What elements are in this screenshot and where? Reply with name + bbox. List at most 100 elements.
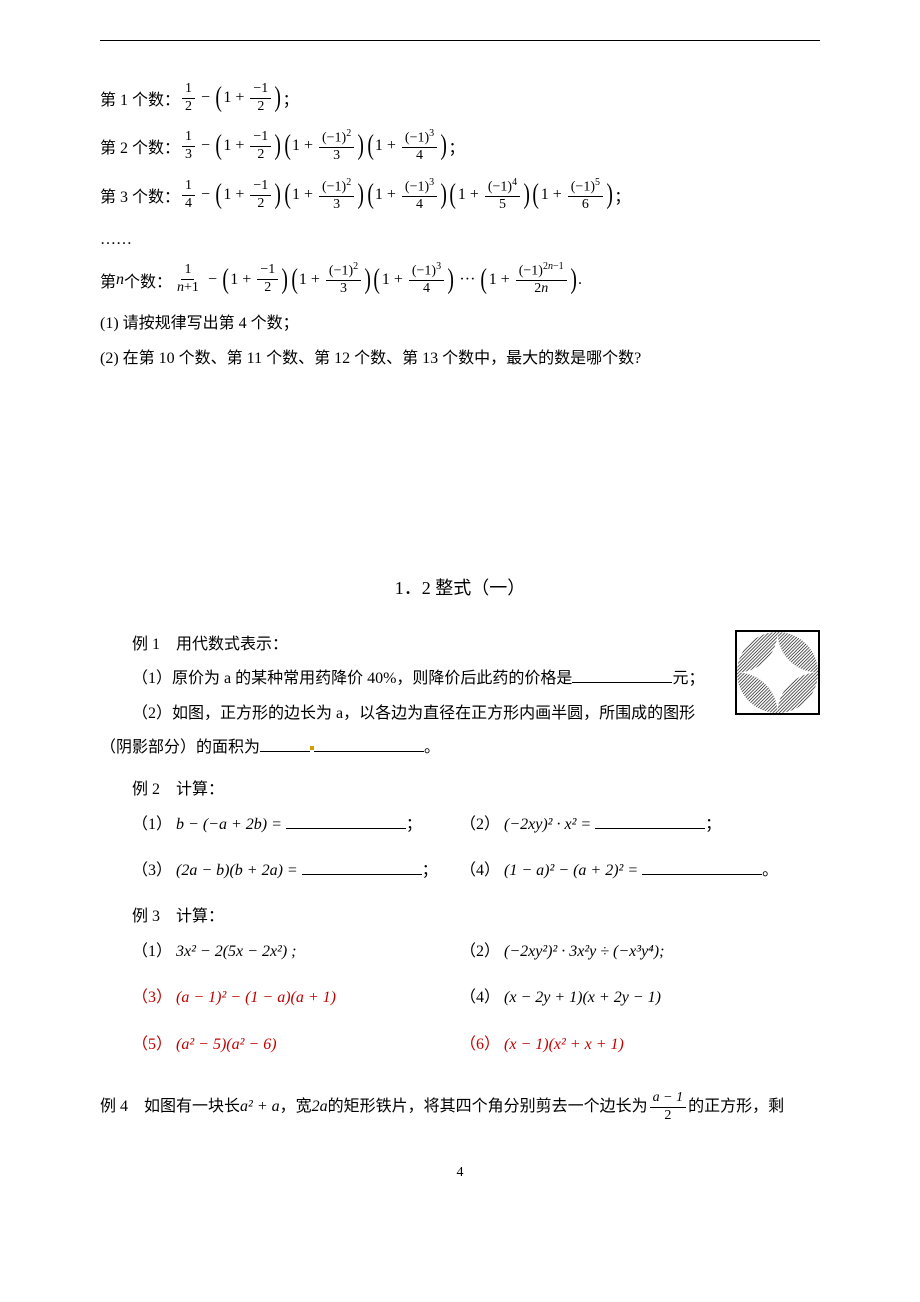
ex2-1-math: b − (−a + 2b) =	[176, 816, 282, 833]
paren-l: (	[481, 264, 488, 296]
ex1-p1-text: （1）原价为 a 的某种常用药降价 40%，则降价后此药的价格是	[132, 670, 572, 687]
ex3-row1: （1） 3x² − 2(5x − 2x²) ; （2） (−2xy²)² · 3…	[100, 937, 820, 967]
frac: (−1)23	[319, 177, 354, 214]
ex3-label: 例 3 计算：	[100, 902, 820, 932]
ex2-4-math: (1 − a)² − (a + 2)² =	[504, 862, 638, 879]
paren-r: )	[570, 264, 577, 296]
ex3-4-num: （4）	[460, 989, 500, 1006]
ex4: 例 4 如图有一块长 a² + a ，宽 2a 的矩形铁片，将其四个角分别剪去一…	[100, 1090, 820, 1125]
frac: (−1)23	[319, 128, 354, 165]
ex3-1-math: 3x² − 2(5x − 2x²) ;	[176, 943, 296, 960]
ex2-3-math: (2a − b)(b + 2a) =	[176, 862, 298, 879]
ex2-item2: （2） (−2xy)² · x² = ；	[460, 810, 820, 840]
paren-l: (	[291, 264, 298, 296]
frac: −12	[257, 262, 278, 297]
one-plus: 1 +	[223, 89, 248, 107]
t: 1 +	[382, 271, 407, 289]
paren-r: )	[365, 264, 372, 296]
ex2-row2: （3） (2a − b)(b + 2a) = ； （4） (1 − a)² − …	[100, 856, 820, 886]
paren-r: )	[275, 82, 282, 114]
paren-l: (	[367, 130, 374, 162]
seq-item-2: 第 2 个数： 13 − (1 + −12 ) (1 + (−1)23 ) (1…	[100, 128, 820, 165]
semicolon: ；	[448, 134, 464, 158]
t: 1 +	[299, 271, 324, 289]
frac-1-2: 12	[182, 81, 195, 116]
ex2-item4: （4） (1 − a)² − (a + 2)² = 。	[460, 856, 820, 886]
frac: −12	[250, 81, 271, 116]
ex1-p1-suffix: 元；	[672, 670, 704, 687]
section-title: 1．2 整式（一）	[100, 574, 820, 600]
paren-l: (	[284, 179, 291, 211]
t: 1 +	[223, 137, 248, 155]
question-1: (1) 请按规律写出第 4 个数；	[100, 310, 820, 339]
ex2-label: 例 2 计算：	[100, 775, 820, 805]
paren-r: )	[447, 264, 454, 296]
ex3-item6: （6） (x − 1)(x² + x + 1)	[460, 1030, 820, 1060]
paren-l: (	[284, 130, 291, 162]
ex2-1-suffix: ；	[406, 816, 422, 833]
seq-item-3: 第 3 个数： 14 − (1 + −12 ) (1 + (−1)23 ) (1…	[100, 177, 820, 214]
question-2: (2) 在第 10 个数、第 11 个数、第 12 个数、第 13 个数中，最大…	[100, 345, 820, 374]
ex3-3-math: (a − 1)² − (1 − a)(a + 1)	[176, 989, 336, 1006]
paren-l: (	[215, 82, 222, 114]
frac: (−1)34	[402, 177, 437, 214]
t: 1 +	[458, 186, 483, 204]
seq-n-label-b: 个数：	[124, 268, 172, 292]
seq-item-n: 第 n 个数： 1n+1 − (1 + −12 ) (1 + (−1)23 ) …	[100, 261, 820, 298]
ex2-item3: （3） (2a − b)(b + 2a) = ；	[100, 856, 460, 886]
frac: (−1)45	[485, 177, 520, 214]
blank	[286, 811, 406, 829]
paren-l: (	[367, 179, 374, 211]
ex3-item1: （1） 3x² − 2(5x − 2x²) ;	[100, 937, 460, 967]
minus: −	[197, 89, 214, 107]
ex4-m1: a² + a	[240, 1092, 280, 1122]
frac: −12	[250, 178, 271, 213]
ex4-d: 的正方形，剩	[688, 1092, 784, 1122]
ex3-item3: （3） (a − 1)² − (1 − a)(a + 1)	[100, 983, 460, 1013]
ex3-item5: （5） (a² − 5)(a² − 6)	[100, 1030, 460, 1060]
seq-2-label: 第 2 个数：	[100, 134, 180, 158]
ex2-1-num: （1）	[132, 816, 172, 833]
ex2-2-suffix: ；	[705, 816, 721, 833]
ex2-item1: （1） b − (−a + 2b) = ；	[100, 810, 460, 840]
paren-r: )	[275, 179, 282, 211]
blank	[260, 734, 310, 752]
ex3-3-num: （3）	[132, 989, 172, 1006]
frac: −12	[250, 129, 271, 164]
seq-n-var: n	[116, 271, 124, 289]
ex4-a: 例 4 如图有一块长	[100, 1092, 240, 1122]
frac: (−1)2n−12n	[516, 261, 567, 298]
paren-r: )	[358, 179, 365, 211]
ex4-frac-den: 2	[661, 1108, 674, 1125]
ex3-item2: （2） (−2xy²)² · 3x²y ÷ (−x³y⁴);	[460, 937, 820, 967]
paren-r: )	[441, 130, 448, 162]
minus: −	[197, 186, 214, 204]
seq-item-1: 第 1 个数： 12 − ( 1 + −12 ) ；	[100, 81, 820, 116]
ex3-5-math: (a² − 5)(a² − 6)	[176, 1036, 277, 1053]
ex1-p3-text: （阴影部分）的面积为	[100, 739, 260, 756]
paren-l: (	[215, 130, 222, 162]
dots-line: ……	[100, 226, 820, 255]
minus: −	[197, 137, 214, 155]
t: 1 +	[541, 186, 566, 204]
cdots: ···	[455, 271, 479, 289]
blank	[572, 666, 672, 684]
frac: (−1)23	[326, 261, 361, 298]
ex4-frac-num: a − 1	[650, 1090, 686, 1108]
paren-l: (	[533, 179, 540, 211]
ex1-part3: （阴影部分）的面积为。	[100, 733, 820, 763]
paren-l: (	[215, 179, 222, 211]
frac: (−1)34	[402, 128, 437, 165]
t: 1 +	[375, 186, 400, 204]
ex3-2-num: （2）	[460, 943, 500, 960]
ex3-row2: （3） (a − 1)² − (1 − a)(a + 1) （4） (x − 2…	[100, 983, 820, 1013]
ex2-3-num: （3）	[132, 862, 172, 879]
paren-l: (	[450, 179, 457, 211]
frac: 13	[182, 129, 195, 164]
t: 1 +	[292, 137, 317, 155]
seq-n-label-a: 第	[100, 268, 116, 292]
ex3-row3: （5） (a² − 5)(a² − 6) （6） (x − 1)(x² + x …	[100, 1030, 820, 1060]
ex3-5-num: （5）	[132, 1036, 172, 1053]
ex3-2-math: (−2xy²)² · 3x²y ÷ (−x³y⁴);	[504, 943, 664, 960]
frac: 1n+1	[174, 262, 202, 297]
